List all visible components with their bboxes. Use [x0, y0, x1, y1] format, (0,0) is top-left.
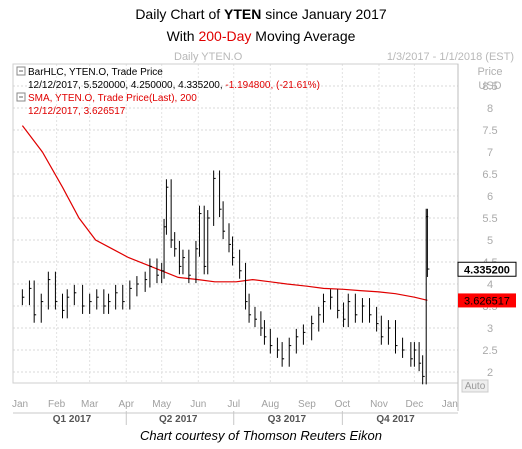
x-month-label: Jan: [12, 399, 28, 410]
x-month-label: Aug: [261, 399, 279, 410]
y-axis-title-line2: USD: [478, 80, 501, 92]
last-sma-label: 3.626517: [464, 295, 510, 307]
legend-price-change: -1.194800, (-21.61%): [225, 80, 320, 91]
y-axis-title-line1: Price: [477, 66, 502, 78]
sma-200-line: [21, 125, 428, 301]
x-month-label: May: [152, 399, 171, 410]
y-tick-label: 7: [487, 147, 493, 159]
x-month-label: Mar: [81, 399, 99, 410]
y-tick-label: 2.5: [482, 345, 497, 357]
last-price-tag: [457, 261, 517, 277]
x-month-label: Nov: [370, 399, 388, 410]
x-month-label: Jul: [227, 399, 240, 410]
y-tick-label: 8: [487, 103, 493, 115]
x-month-label: Apr: [118, 399, 134, 410]
y-tick-label: 5: [487, 235, 493, 247]
last-price-label: 4.335200: [464, 264, 510, 276]
auto-scale-button: [461, 379, 489, 393]
auto-scale-label: Auto: [465, 381, 486, 392]
y-tick-label: 7.5: [482, 125, 497, 137]
x-month-label: Dec: [405, 399, 423, 410]
y-tick-label: 3: [487, 323, 493, 335]
x-month-label: Jun: [190, 399, 206, 410]
legend-price-title: BarHLC, YTEN.O, Trade Price: [28, 67, 163, 78]
x-month-label: Oct: [335, 399, 351, 410]
x-month-label: Sep: [298, 399, 316, 410]
legend-price-ohlc: 12/12/2017, 5.520000, 4.250000, 4.335200…: [28, 80, 225, 91]
x-quarter-label: Q1 2017: [53, 414, 92, 425]
legend-sma-values: 12/12/2017, 3.626517: [28, 106, 126, 117]
legend-price-values: 12/12/2017, 5.520000, 4.250000, 4.335200…: [28, 80, 320, 91]
chart-header-right: 1/3/2017 - 1/1/2018 (EST): [387, 51, 514, 63]
chart-header-band: [13, 48, 458, 64]
x-month-label: Jan: [442, 399, 458, 410]
chart-header-left: Daily YTEN.O: [174, 51, 243, 63]
chart-title-line1: Daily Chart of YTEN since January 2017: [135, 6, 387, 22]
y-tick-label: 6: [487, 191, 493, 203]
x-quarter-label: Q2 2017: [159, 414, 198, 425]
y-tick-label: 2: [487, 367, 493, 379]
x-month-label: Feb: [48, 399, 66, 410]
chart-caption: Chart courtesy of Thomson Reuters Eikon: [139, 428, 383, 443]
legend-sma-title: SMA, YTEN.O, Trade Price(Last), 200: [28, 93, 197, 104]
last-sma-tag: [458, 293, 516, 308]
y-tick-label: 6.5: [482, 169, 497, 181]
chart-title-line2: With 200-Day Moving Average: [166, 28, 356, 44]
x-quarter-label: Q3 2017: [268, 414, 307, 425]
y-tick-label: 8.5: [482, 81, 497, 93]
y-tick-label: 4: [487, 279, 493, 291]
y-tick-label: 5.5: [482, 213, 497, 225]
x-quarter-label: Q4 2017: [376, 414, 415, 425]
